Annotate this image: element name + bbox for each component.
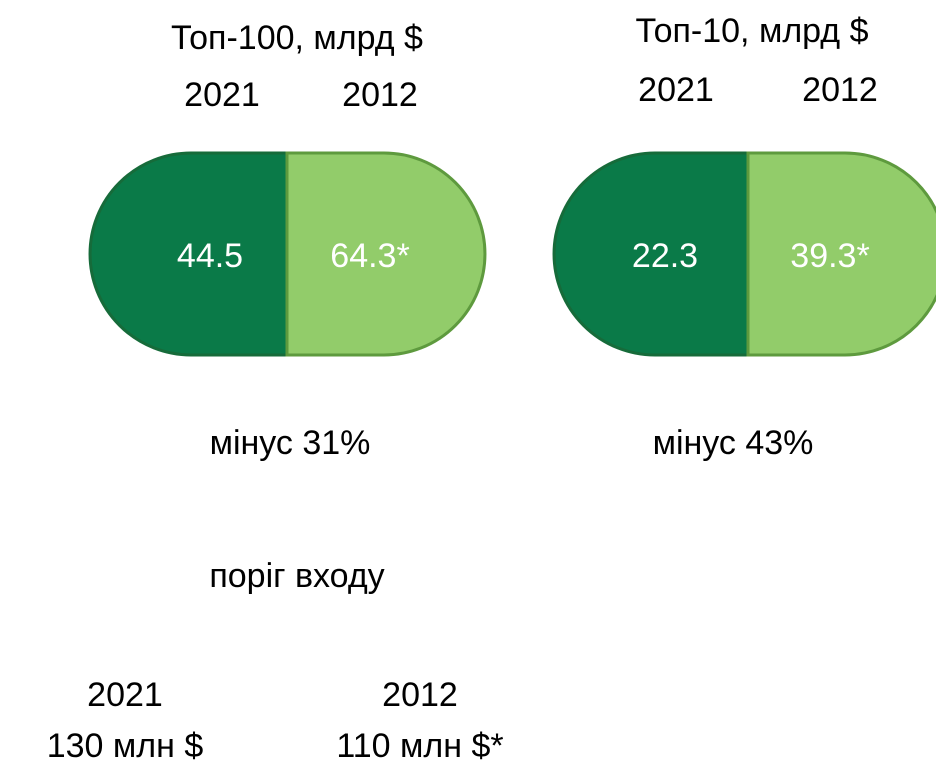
value: 22.3 bbox=[632, 237, 698, 275]
year-label: 2012 bbox=[342, 76, 418, 114]
value: 64.3* bbox=[330, 237, 409, 275]
value: 39.3* bbox=[790, 237, 869, 275]
pill-light bbox=[746, 151, 936, 357]
year-label: 2021 bbox=[184, 76, 260, 114]
year-label: 2012 bbox=[382, 676, 458, 714]
value: 44.5 bbox=[177, 237, 243, 275]
threshold-title: поріг входу bbox=[209, 557, 384, 595]
pill-light bbox=[285, 151, 487, 357]
title: Топ-10, млрд $ bbox=[635, 12, 868, 50]
change: мінус 43% bbox=[653, 424, 814, 462]
pill-dark bbox=[552, 151, 750, 357]
year-label: 2021 bbox=[638, 71, 714, 109]
pill-dark bbox=[88, 151, 289, 357]
year-label: 2012 bbox=[802, 71, 878, 109]
title: Топ-100, млрд $ bbox=[171, 19, 423, 57]
year-label: 2021 bbox=[87, 676, 163, 714]
change: мінус 31% bbox=[210, 424, 371, 462]
threshold-value: 110 млн $* bbox=[336, 727, 503, 765]
threshold-value: 130 млн $ bbox=[47, 727, 204, 765]
